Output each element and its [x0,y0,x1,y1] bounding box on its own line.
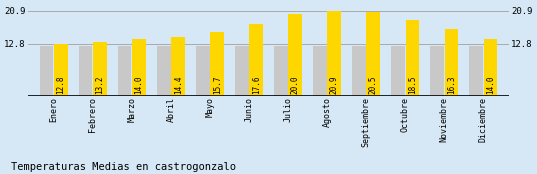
Bar [171,37,185,96]
Bar [40,46,53,96]
Bar [132,39,146,96]
Text: 13.2: 13.2 [96,76,105,94]
Bar [328,11,341,96]
Bar [211,32,224,96]
Bar [249,24,263,96]
Bar [235,46,249,96]
Bar [157,46,171,96]
Text: 14.0: 14.0 [486,76,495,94]
Text: Temperaturas Medias en castrogonzalo: Temperaturas Medias en castrogonzalo [11,162,236,172]
Bar [430,46,444,96]
Bar [391,46,405,96]
Text: 17.6: 17.6 [252,76,260,94]
Text: 15.7: 15.7 [213,76,222,94]
Text: 20.5: 20.5 [369,76,378,94]
Bar [118,46,132,96]
Bar [313,46,326,96]
Bar [366,12,380,96]
Bar [352,46,366,96]
Bar [54,44,68,96]
Bar [405,21,419,96]
Bar [288,14,302,96]
Text: 20.0: 20.0 [291,76,300,94]
Text: 14.0: 14.0 [135,76,143,94]
Text: 18.5: 18.5 [408,76,417,94]
Bar [274,46,288,96]
Bar [196,46,209,96]
Text: 12.8: 12.8 [56,76,66,94]
Bar [445,29,458,96]
Text: 16.3: 16.3 [447,76,456,94]
Bar [484,39,497,96]
Text: 14.4: 14.4 [173,76,183,94]
Bar [79,46,92,96]
Bar [93,42,107,96]
Bar [469,46,483,96]
Text: 20.9: 20.9 [330,76,339,94]
